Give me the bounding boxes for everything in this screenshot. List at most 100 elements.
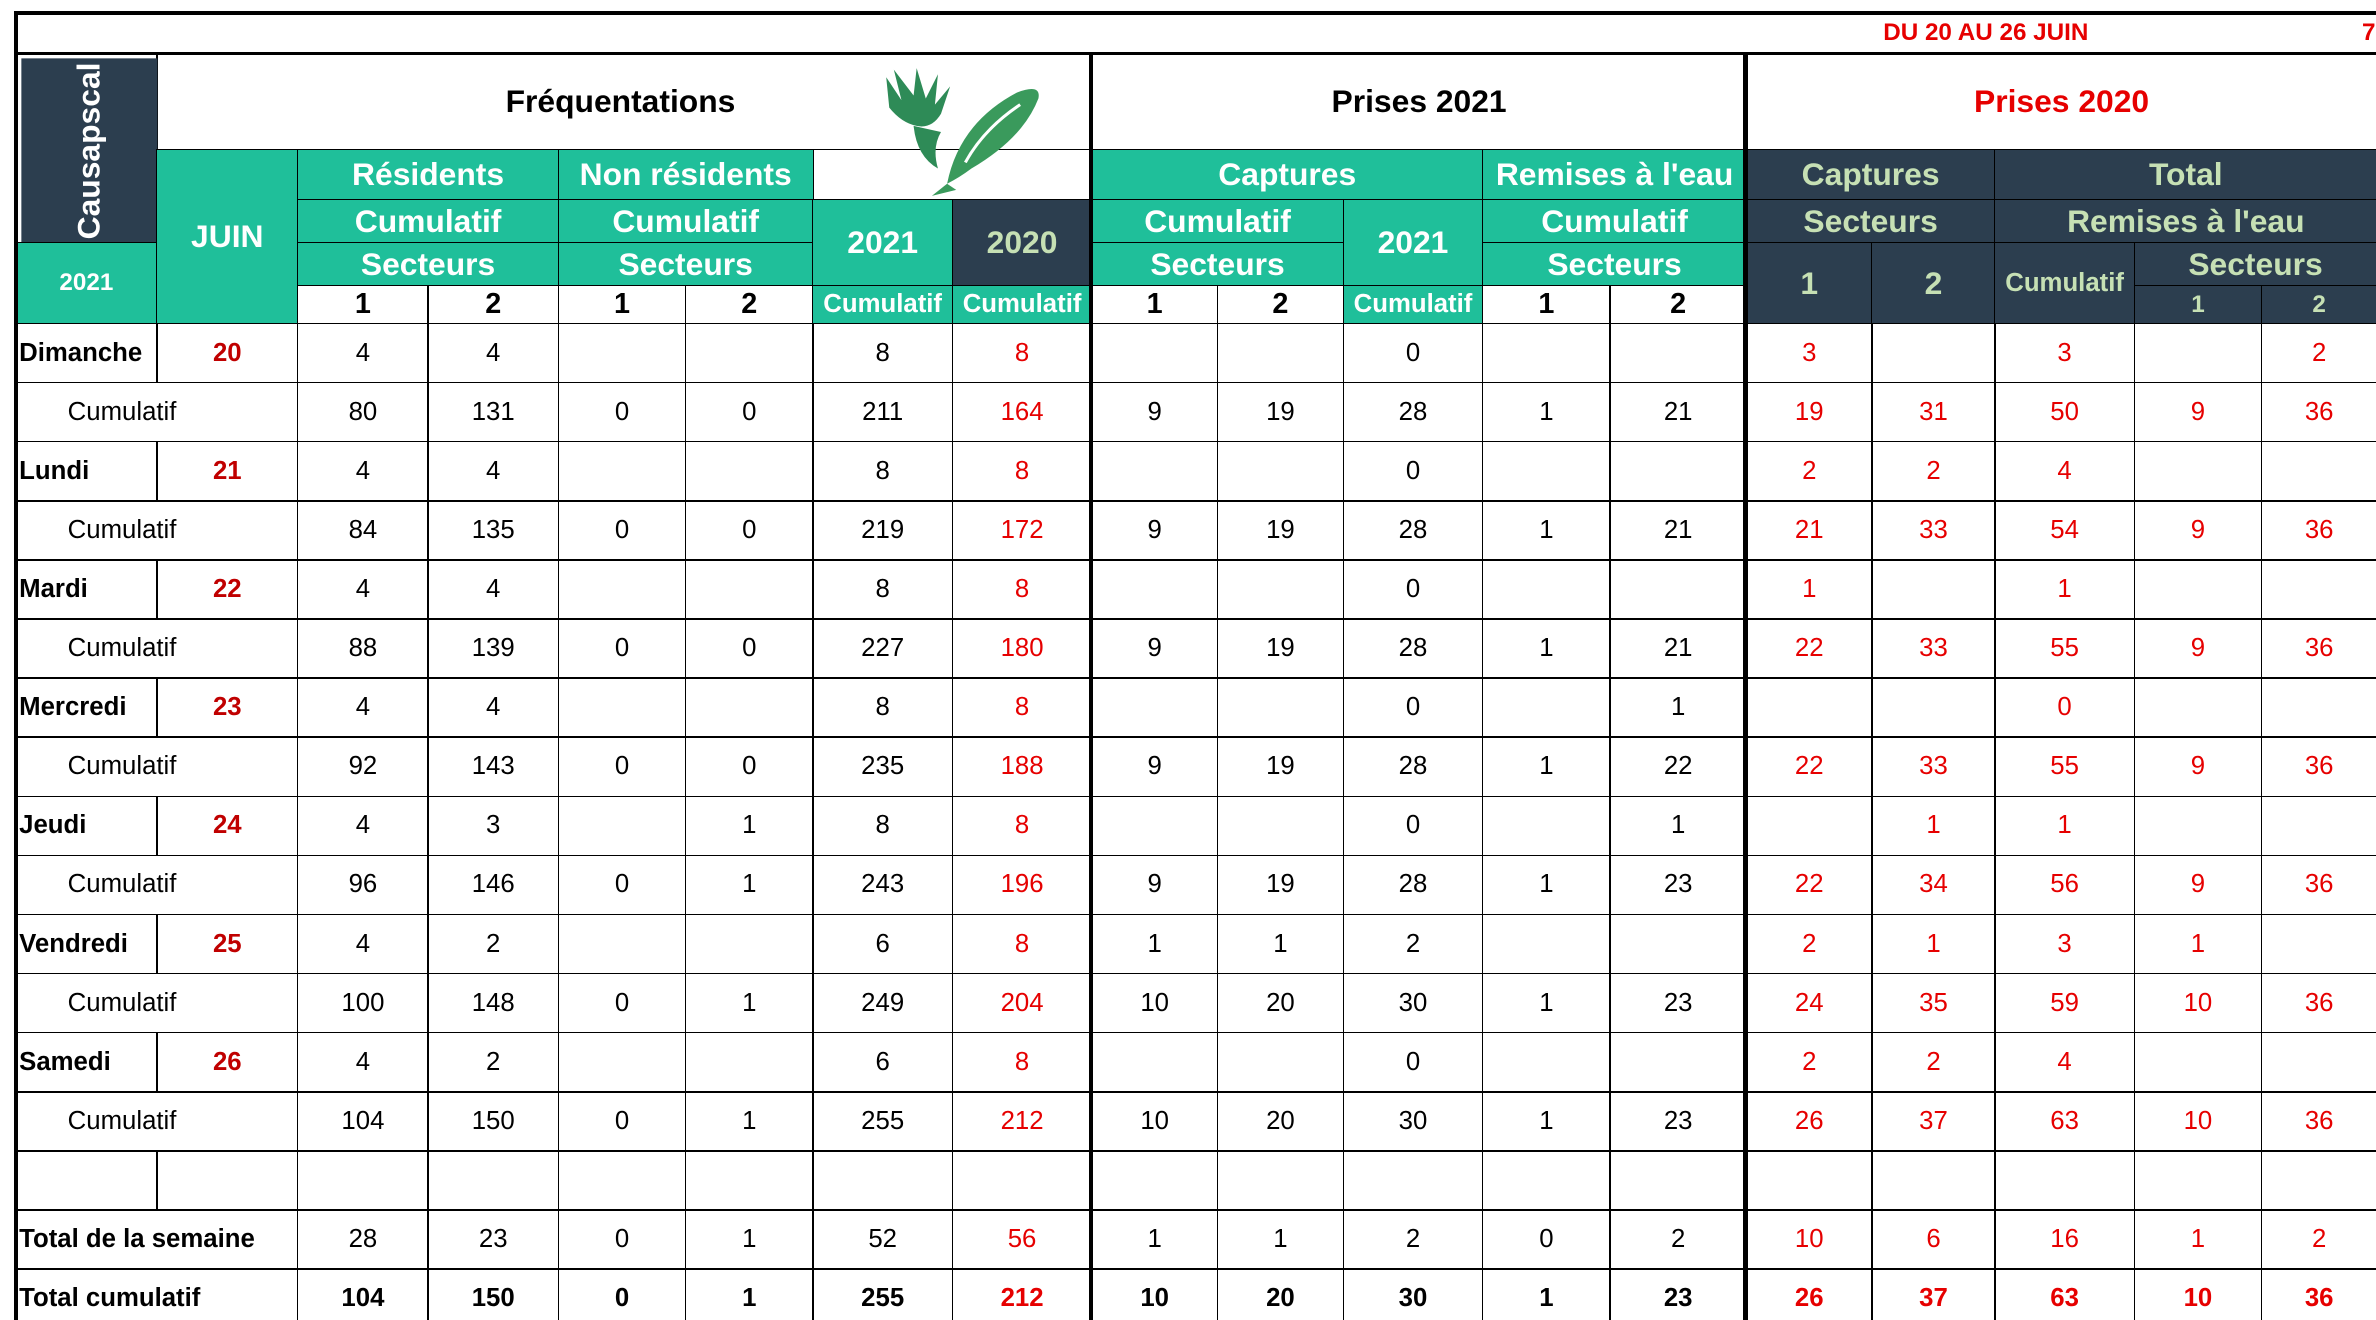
value-cell: 0 [1342, 677, 1484, 738]
value-cell: 88 [297, 618, 429, 679]
row-label: Cumulatif [15, 618, 299, 679]
value-cell: 23 [1609, 1268, 1748, 1320]
empty-cell [2133, 795, 2263, 857]
value-cell: 249 [812, 972, 954, 1034]
value-cell: 0 [557, 854, 687, 916]
column-header: 2 [427, 284, 560, 325]
value-cell: 0 [557, 1209, 687, 1270]
empty-cell [1481, 1150, 1611, 1211]
value-cell: 188 [951, 736, 1093, 798]
value-cell: 8 [951, 1031, 1093, 1093]
value-cell: 2 [2260, 322, 2376, 384]
total-label: Total cumulatif [15, 1268, 299, 1320]
value-cell: 150 [427, 1268, 560, 1320]
value-cell: 19 [1216, 854, 1345, 916]
value-cell: 164 [951, 381, 1093, 443]
value-cell: 10 [1091, 1091, 1219, 1152]
empty-cell [1091, 322, 1219, 384]
value-cell: 4 [297, 440, 429, 502]
value-cell: 3 [1994, 322, 2136, 384]
value-cell: 2 [427, 1031, 560, 1093]
border-rule [1088, 53, 1094, 1320]
column-header: 2021 [1342, 198, 1484, 287]
value-cell: 4 [427, 559, 560, 620]
value-cell: 0 [684, 381, 814, 443]
column-header: 1 [557, 284, 687, 325]
empty-cell [1481, 1031, 1611, 1093]
value-cell: 1 [684, 1268, 814, 1320]
value-cell: 33 [1871, 618, 1996, 679]
value-cell: 36 [2260, 972, 2376, 1034]
station: Causapscal [21, 57, 158, 244]
column-header: Cumulatif [557, 198, 814, 244]
value-cell: 22 [1745, 618, 1873, 679]
value-cell: 63 [1994, 1268, 2136, 1320]
empty-cell [1091, 440, 1219, 502]
column-header: Cumulatif [1481, 198, 1748, 244]
day-name: Lundi [15, 440, 158, 502]
column-header: Secteurs [1481, 242, 1748, 287]
value-cell: 56 [1994, 854, 2136, 916]
row-label: Cumulatif [15, 736, 299, 798]
value-cell: 0 [557, 972, 687, 1034]
value-cell: 0 [1342, 1031, 1484, 1093]
row-label: Cumulatif [15, 1091, 299, 1152]
empty-cell [2260, 1031, 2376, 1093]
column-header: 1 [1745, 242, 1873, 325]
day-name: Vendredi [15, 913, 158, 975]
value-cell: 3 [1994, 913, 2136, 975]
row-label: Cumulatif [15, 972, 299, 1034]
value-cell: 30 [1342, 972, 1484, 1034]
value-cell: 50 [1994, 381, 2136, 443]
value-cell: 9 [2133, 381, 2263, 443]
value-cell: 8 [951, 677, 1093, 738]
value-cell: 10 [1091, 1268, 1219, 1320]
column-header: Secteurs [2133, 242, 2376, 287]
value-cell: 28 [297, 1209, 429, 1270]
value-cell: 9 [2133, 736, 2263, 798]
value-cell: 36 [2260, 500, 2376, 561]
value-cell: 131 [427, 381, 560, 443]
empty-cell [1481, 795, 1611, 857]
empty-cell [1216, 322, 1345, 384]
empty-cell [1609, 1031, 1748, 1093]
value-cell: 23 [427, 1209, 560, 1270]
row-label: Cumulatif [15, 854, 299, 916]
column-header: 2 [1216, 284, 1345, 325]
value-cell: 104 [297, 1268, 429, 1320]
value-cell: 1 [1216, 1209, 1345, 1270]
empty-cell [1871, 559, 1996, 620]
day-name: Mardi [15, 559, 158, 620]
value-cell: 26 [1745, 1091, 1873, 1152]
value-cell: 0 [557, 500, 687, 561]
value-cell: 36 [2260, 381, 2376, 443]
value-cell: 227 [812, 618, 954, 679]
value-cell: 172 [951, 500, 1093, 561]
empty-cell [1871, 1150, 1996, 1211]
value-cell: 235 [812, 736, 954, 798]
value-cell: 148 [427, 972, 560, 1034]
value-cell: 8 [951, 559, 1093, 620]
value-cell: 80 [297, 381, 429, 443]
column-header: Secteurs [297, 242, 560, 287]
empty-cell [1216, 677, 1345, 738]
column-header: Cumulatif [1994, 242, 2136, 325]
value-cell: 0 [684, 500, 814, 561]
value-cell: 19 [1745, 381, 1873, 443]
value-cell: 52 [812, 1209, 954, 1270]
day-number: 21 [156, 440, 299, 502]
row-label: Cumulatif [15, 500, 299, 561]
value-cell: 212 [951, 1091, 1093, 1152]
empty-cell [2260, 1150, 2376, 1211]
value-cell: 0 [1342, 559, 1484, 620]
column-header: Remises à l'eau [1994, 198, 2376, 244]
empty-cell [684, 913, 814, 975]
column-header: Remises à l'eau [1481, 148, 1748, 200]
value-cell: 4 [297, 677, 429, 738]
value-cell: 0 [557, 736, 687, 798]
value-cell: 20 [1216, 1091, 1345, 1152]
value-cell: 1 [1481, 618, 1611, 679]
value-cell: 219 [812, 500, 954, 561]
empty-cell [2133, 322, 2263, 384]
